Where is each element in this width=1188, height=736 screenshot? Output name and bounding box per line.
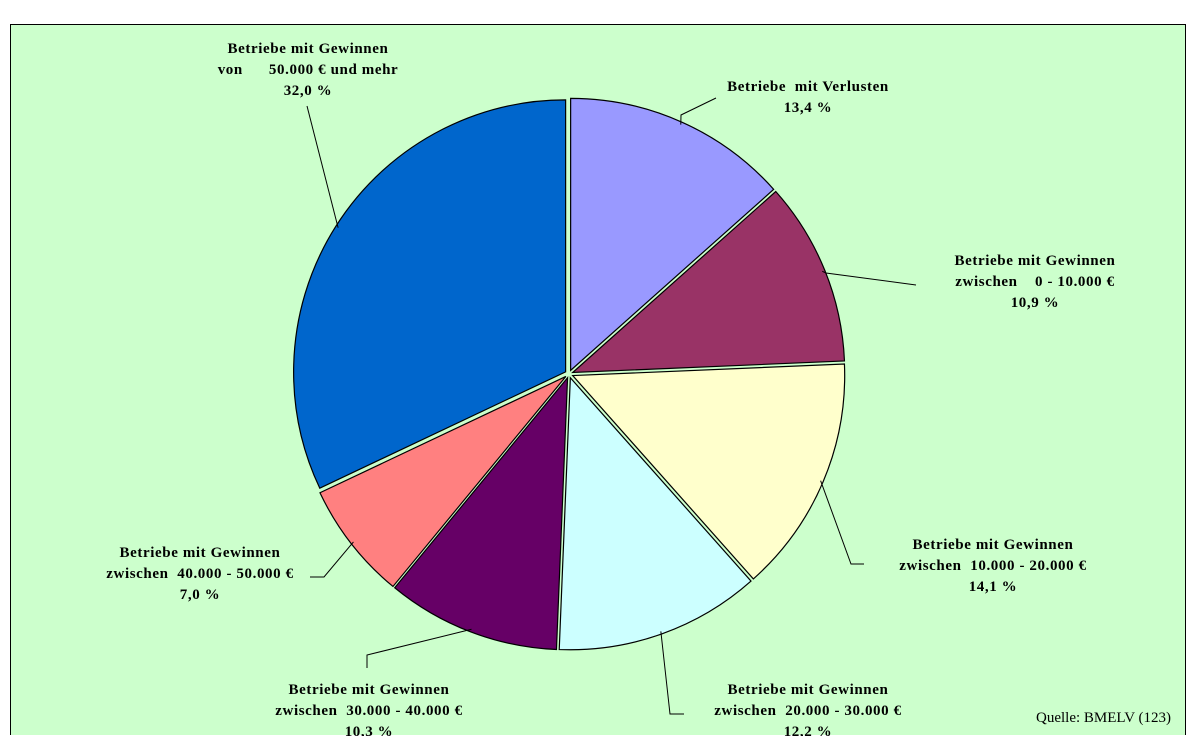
slice-percent-label: 14,1 % — [969, 579, 1018, 595]
slice-label: Betriebe mit Gewinnen von 50.000 € und me… — [218, 41, 399, 99]
pie-slice — [570, 97, 775, 372]
slice-percent-label: 12,2 % — [784, 724, 833, 736]
pie-slice — [293, 99, 567, 489]
slice-label: Betriebe mit Gewinnen zwischen 20.000 - 3… — [714, 682, 901, 736]
chart-area: Betriebe mit Verlusten 13,4 % Betriebe mit… — [10, 24, 1186, 736]
source-note: Quelle: BMELV (123) — [1036, 710, 1171, 726]
slice-category-label: Betriebe mit Gewinnen — [120, 545, 281, 561]
slice-category-label: Betriebe mit Gewinnen — [913, 537, 1074, 553]
slice-category-label: von 50.000 € und mehr — [218, 62, 399, 78]
leader-line — [660, 631, 684, 715]
slice-category-label: Betriebe mit Verlusten — [727, 79, 889, 95]
slice-percent-label: 7,0 % — [180, 587, 221, 603]
leader-line — [306, 105, 339, 228]
slice-category-label: zwischen 0 - 10.000 € — [955, 274, 1114, 290]
pie-slice — [319, 375, 567, 588]
leader-line — [822, 270, 917, 286]
slice-category-label: zwischen 10.000 - 20.000 € — [899, 558, 1086, 574]
slice-category-label: Betriebe mit Gewinnen — [728, 682, 889, 698]
slice-category-label: Betriebe mit Gewinnen — [228, 41, 389, 57]
pie-slice — [571, 363, 846, 580]
slice-percent-label: 10,3 % — [345, 724, 394, 736]
slice-percent-label: 13,4 % — [784, 100, 833, 116]
leader-lines-layer — [306, 97, 917, 715]
slices-layer — [293, 97, 846, 651]
pie-slice — [393, 375, 569, 651]
slice-label: Betriebe mit Verlusten 13,4 % — [727, 79, 889, 116]
slice-label: Betriebe mit Gewinnen zwischen 40.000 - 5… — [106, 545, 293, 603]
leader-line — [680, 97, 717, 125]
pie-chart: Betriebe mit Verlusten 13,4 %Betriebe mit… — [106, 41, 1171, 736]
slice-category-label: zwischen 20.000 - 30.000 € — [714, 703, 901, 719]
pie-slice — [571, 190, 846, 374]
slice-label: Betriebe mit Gewinnen zwischen 10.000 - 2… — [899, 537, 1086, 595]
labels-layer: Betriebe mit Verlusten 13,4 %Betriebe mit… — [106, 41, 1115, 736]
leader-line — [310, 541, 354, 578]
slice-category-label: Betriebe mit Gewinnen — [289, 682, 450, 698]
slice-label: Betriebe mit Gewinnen zwischen 30.000 - 4… — [275, 682, 462, 736]
slice-category-label: Betriebe mit Gewinnen — [955, 253, 1116, 269]
leader-line — [366, 628, 472, 668]
slice-category-label: zwischen 30.000 - 40.000 € — [275, 703, 462, 719]
pie-slice — [558, 376, 752, 651]
slice-category-label: zwischen 40.000 - 50.000 € — [106, 566, 293, 582]
slice-label: Betriebe mit Gewinnen zwischen 0 - 10.000… — [955, 253, 1116, 311]
slice-percent-label: 10,9 % — [1011, 295, 1060, 311]
leader-line — [820, 480, 864, 565]
slice-percent-label: 32,0 % — [284, 83, 333, 99]
